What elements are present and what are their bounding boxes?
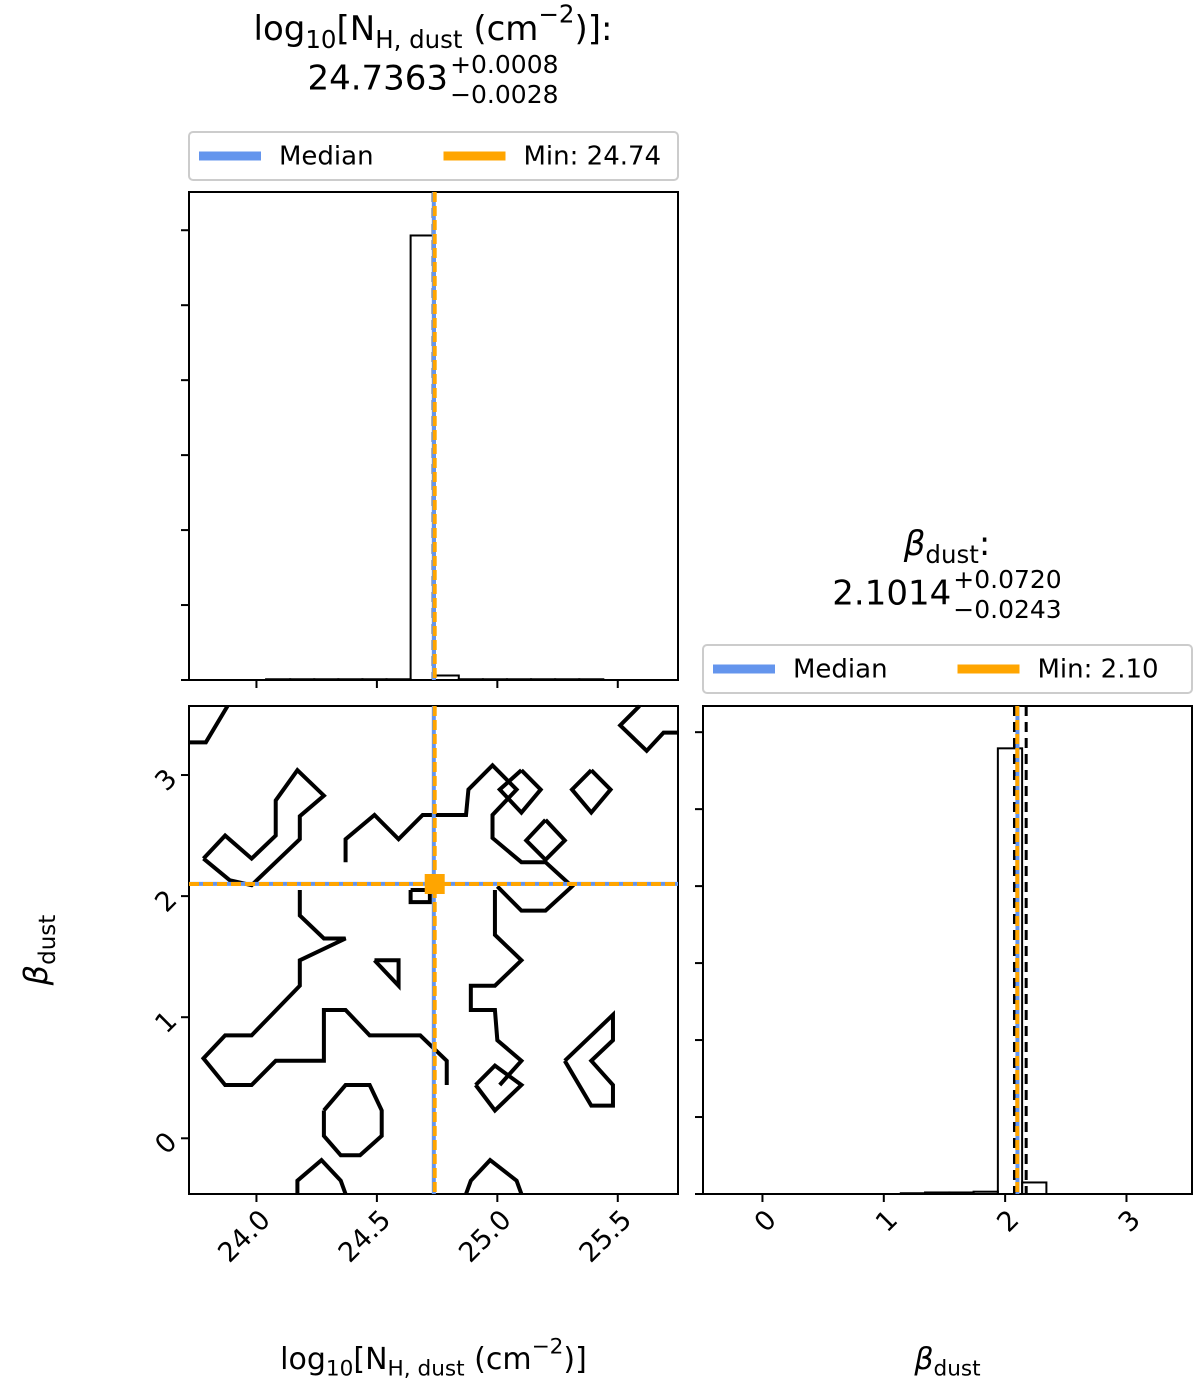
label-part: −2 (532, 1334, 564, 1359)
contour-line (563, 1010, 615, 1108)
axes-frame (702, 705, 1193, 1195)
contour-line (474, 1063, 525, 1114)
legend-box (188, 131, 679, 181)
label-part: β (913, 1342, 933, 1377)
contour-line (189, 704, 230, 745)
summary-plus: +0.0720 (953, 565, 1061, 594)
histogram-bar (948, 1191, 975, 1196)
histogram-bar (313, 678, 340, 681)
histogram-bar (578, 678, 605, 681)
contour-line (295, 1157, 348, 1195)
histogram-bar (924, 1191, 951, 1196)
x-axis-label: log10[NH, dust (cm−2)] (280, 1334, 587, 1381)
histogram-bar (972, 1190, 999, 1195)
histogram-bar (481, 678, 508, 681)
legend-label: Median (279, 142, 374, 172)
chart-title: log10[NH, dust (cm−2)]: (254, 0, 613, 54)
label-part: )]: (575, 9, 613, 49)
contour-line (321, 1083, 384, 1158)
y-tick-label: 3 (149, 763, 183, 797)
label-part: [N (353, 1342, 387, 1377)
y-axis-label: βdust (17, 915, 61, 987)
label-part: : (979, 524, 990, 564)
histogram-bar (505, 678, 533, 681)
histogram-bar (433, 674, 460, 682)
contour-line (569, 768, 614, 816)
label-part: dust (35, 915, 61, 965)
contour-line (496, 768, 544, 816)
x-tick-label: 25.5 (574, 1204, 638, 1268)
label-part: 10 (326, 1357, 353, 1382)
histogram-bar (289, 678, 316, 681)
x-tick-label: 2 (991, 1204, 1025, 1238)
y-tick-label: 0 (149, 1127, 183, 1161)
label-part: β (17, 965, 55, 986)
histogram-bar (457, 678, 484, 681)
histogram-bar (337, 678, 364, 681)
legend-box (702, 644, 1193, 694)
contour-line (523, 818, 568, 863)
x-tick-label: 24.5 (333, 1204, 397, 1268)
histogram-bar (1021, 1181, 1048, 1195)
x-tick-label: 0 (749, 1204, 783, 1238)
y-tick-label: 2 (149, 884, 183, 918)
label-part: β (903, 524, 926, 564)
label-part: H, dust (375, 25, 463, 54)
contour-line (464, 1157, 524, 1195)
label-part: (cm (463, 9, 539, 49)
label-part: log (254, 9, 306, 49)
legend-label: Min: 24.74 (524, 142, 662, 172)
label-part: )] (563, 1342, 586, 1377)
contour-line (408, 888, 432, 905)
contour-line (200, 890, 449, 1088)
summary-minus: −0.0243 (953, 595, 1061, 624)
x-tick-label: 25.0 (453, 1204, 517, 1268)
contour-line (201, 767, 327, 888)
chart-title: βdust: (903, 524, 991, 569)
min-marker (424, 874, 445, 895)
legend-label: Median (793, 655, 888, 685)
label-part: H, dust (388, 1357, 465, 1382)
histogram-bar (554, 678, 581, 681)
contour-line (617, 704, 678, 754)
x-tick-label: 1 (870, 1204, 904, 1238)
histogram-bar (899, 1192, 927, 1195)
summary-value: 2.1014 (832, 574, 951, 614)
summary-plus: +0.0008 (450, 50, 558, 79)
y-tick-label: 1 (149, 1005, 183, 1039)
histogram-bar (265, 678, 292, 681)
histogram-bar (385, 678, 412, 681)
label-part: (cm (465, 1342, 532, 1377)
x-tick-label: 3 (1113, 1204, 1147, 1238)
label-part: dust (934, 1357, 981, 1382)
histogram-bar (530, 678, 557, 681)
label-part: [N (336, 9, 375, 49)
x-tick-label: 24.0 (212, 1204, 276, 1268)
contour-line (343, 762, 575, 913)
contour-line (373, 958, 401, 991)
label-part: −2 (538, 0, 574, 29)
summary-minus: −0.0028 (450, 80, 558, 109)
label-part: 10 (305, 25, 336, 54)
histogram-bar (996, 747, 1024, 1196)
summary-value: 24.7363 (307, 59, 448, 99)
histogram-bar (361, 678, 388, 681)
label-part: dust (925, 540, 979, 569)
histogram-bar (409, 234, 436, 681)
legend-label: Min: 2.10 (1038, 655, 1159, 685)
contour-line (468, 890, 525, 1087)
x-axis-label: βdust (913, 1342, 980, 1382)
label-part: log (280, 1342, 326, 1377)
